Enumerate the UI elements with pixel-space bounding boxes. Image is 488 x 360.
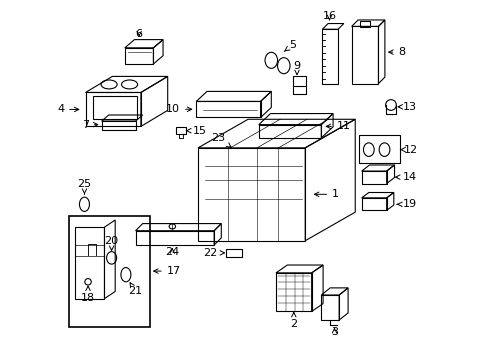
Text: 16: 16 — [322, 12, 336, 21]
Text: 11: 11 — [325, 121, 350, 131]
Text: 23: 23 — [210, 133, 231, 147]
Text: 17: 17 — [153, 266, 181, 276]
Text: 12: 12 — [400, 145, 417, 155]
Text: 8: 8 — [388, 47, 405, 57]
Text: 20: 20 — [104, 237, 119, 250]
Text: 6: 6 — [135, 28, 142, 39]
Text: 7: 7 — [82, 120, 98, 130]
Text: 19: 19 — [396, 199, 416, 209]
Text: 2: 2 — [290, 312, 297, 329]
Text: 4: 4 — [57, 104, 79, 114]
Text: 3: 3 — [330, 327, 337, 337]
Text: 9: 9 — [293, 61, 300, 75]
Text: 21: 21 — [128, 283, 142, 296]
Text: 13: 13 — [397, 102, 416, 112]
Text: 25: 25 — [77, 179, 91, 194]
Text: 5: 5 — [284, 40, 296, 51]
Text: 1: 1 — [314, 189, 338, 199]
Text: 10: 10 — [166, 104, 191, 114]
Text: 24: 24 — [165, 247, 179, 257]
Text: 15: 15 — [186, 126, 206, 136]
Text: 18: 18 — [81, 286, 95, 303]
Text: 14: 14 — [395, 172, 416, 182]
Text: 22: 22 — [203, 248, 224, 258]
